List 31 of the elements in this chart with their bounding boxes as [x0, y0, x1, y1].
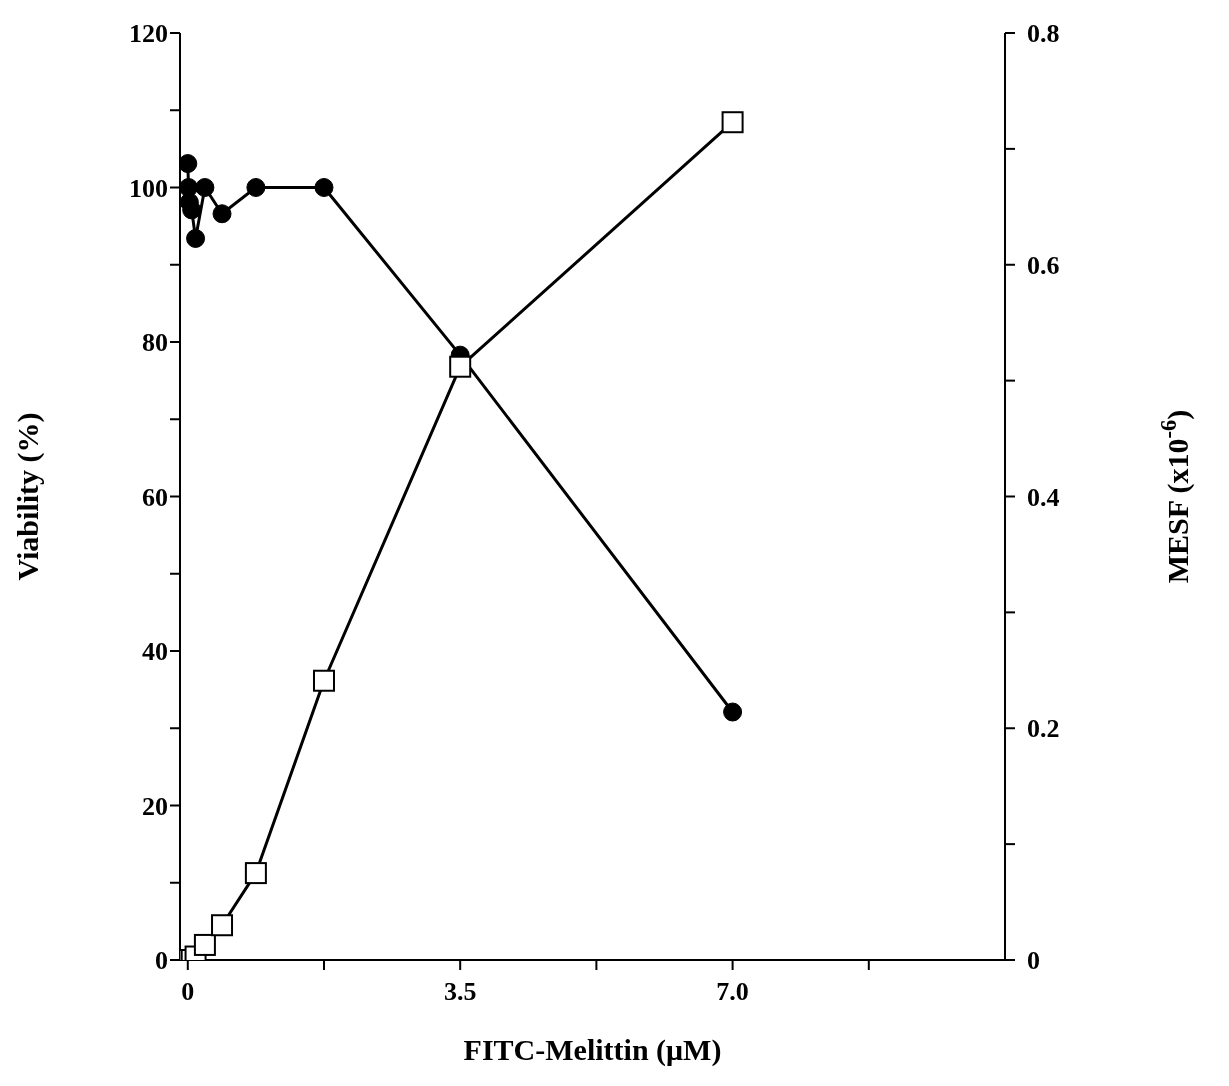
point — [723, 702, 743, 722]
point — [449, 355, 472, 378]
point — [312, 669, 335, 692]
point — [212, 204, 232, 224]
point — [193, 933, 216, 956]
y2-tick-label: 0.8 — [1027, 19, 1060, 49]
point — [721, 111, 744, 134]
y-tick-label: 0 — [155, 946, 168, 976]
point — [195, 178, 215, 197]
y2-tick-label: 0 — [1027, 946, 1040, 976]
x-tick-label: 0 — [181, 977, 195, 1007]
point — [246, 178, 266, 197]
y2-tick-label: 0.2 — [1027, 714, 1060, 744]
point — [244, 862, 267, 885]
point — [180, 154, 198, 174]
y2-tick-label: 0.4 — [1027, 482, 1060, 512]
y2-tick-label: 0.6 — [1027, 250, 1060, 280]
y-tick-label: 20 — [142, 791, 168, 821]
x-tick-label: 7.0 — [716, 977, 749, 1007]
point — [314, 178, 334, 197]
y-tick-label: 100 — [129, 173, 168, 203]
y-tick-label: 120 — [129, 19, 168, 49]
point — [211, 914, 234, 937]
point — [186, 228, 206, 248]
y-tick-label: 60 — [142, 482, 168, 512]
y-axis-title: Viability (%) — [11, 412, 45, 581]
point — [182, 200, 202, 220]
x-axis-title: FITC-Melittin (μM) — [463, 1033, 722, 1067]
y-tick-label: 80 — [142, 328, 168, 358]
x-tick-label: 3.5 — [443, 977, 477, 1007]
y-tick-label: 40 — [142, 637, 168, 667]
